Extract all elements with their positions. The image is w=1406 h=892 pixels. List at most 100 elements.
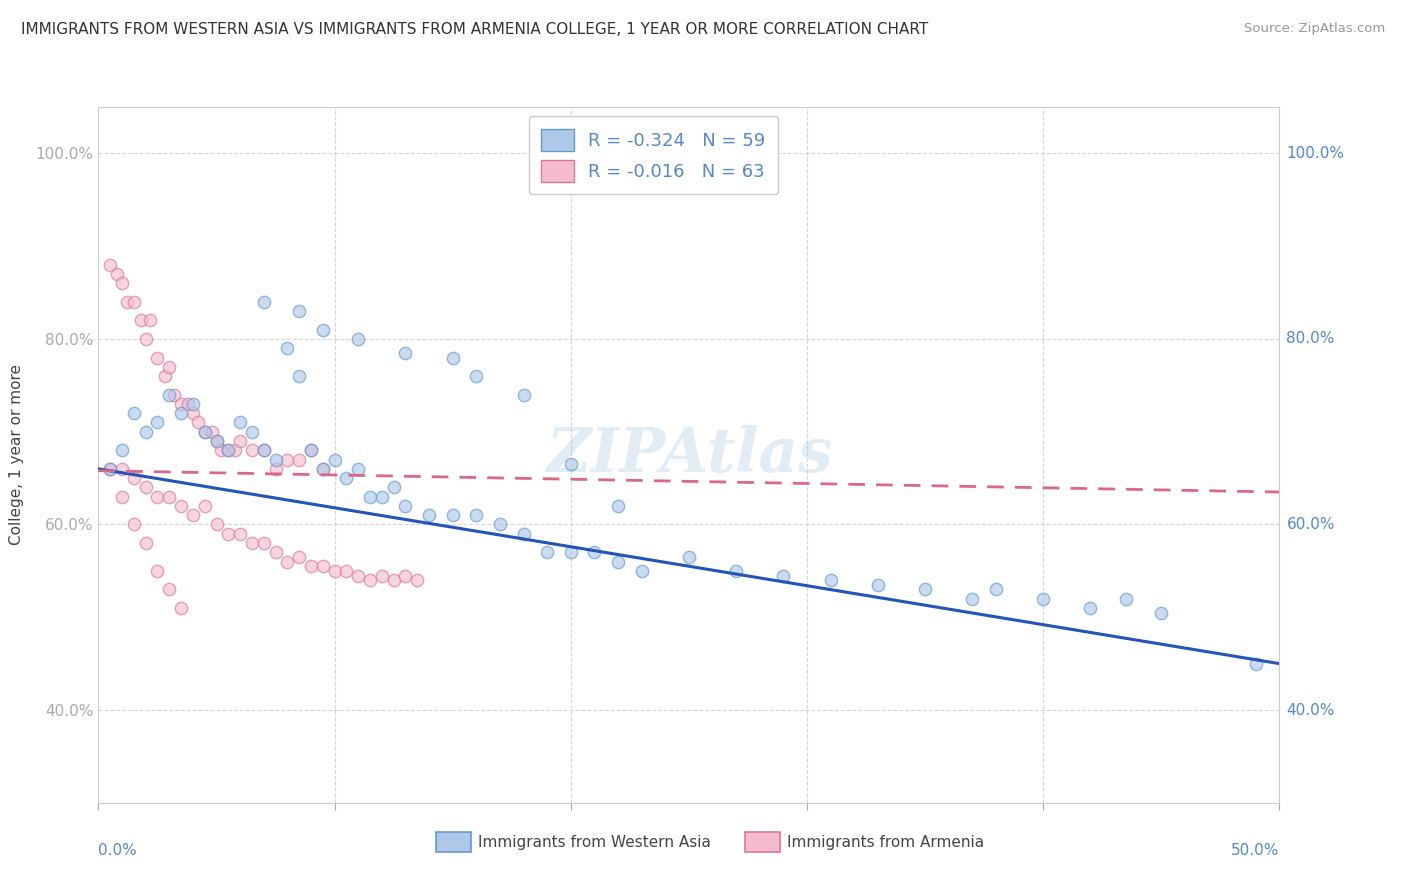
Point [371, 568, 394, 582]
Point [201, 425, 224, 439]
Point [323, 564, 346, 578]
Point [866, 578, 889, 592]
Point [560, 457, 582, 471]
Point [177, 397, 200, 411]
Point [135, 425, 157, 439]
Point [382, 480, 405, 494]
Point [253, 294, 276, 309]
Point [115, 294, 138, 309]
Point [371, 490, 394, 504]
Point [347, 332, 370, 346]
Point [441, 351, 464, 365]
Point [111, 443, 134, 458]
Point [299, 559, 322, 574]
Point [209, 443, 232, 458]
Point [288, 369, 311, 384]
Point [276, 452, 298, 467]
Text: 50.0%: 50.0% [1232, 843, 1279, 858]
Point [153, 369, 176, 384]
Point [146, 564, 169, 578]
Point [288, 549, 311, 564]
Point [418, 508, 440, 523]
Point [224, 443, 246, 458]
Point [264, 545, 287, 559]
Text: Source: ZipAtlas.com: Source: ZipAtlas.com [1244, 22, 1385, 36]
Point [323, 452, 346, 467]
Point [772, 568, 794, 582]
Point [135, 480, 157, 494]
Point [217, 526, 239, 541]
Legend: R = -0.324   N = 59, R = -0.016   N = 63: R = -0.324 N = 59, R = -0.016 N = 63 [529, 116, 779, 194]
Point [111, 277, 134, 291]
Point [187, 416, 209, 430]
Point [335, 471, 357, 485]
Point [240, 425, 263, 439]
Point [276, 555, 298, 569]
Point [229, 416, 252, 430]
Point [914, 582, 936, 597]
Point [170, 499, 193, 513]
Point [288, 452, 311, 467]
Point [253, 443, 276, 458]
Point [394, 568, 416, 582]
Point [299, 443, 322, 458]
Point [312, 559, 335, 574]
Point [962, 591, 984, 606]
Point [583, 545, 606, 559]
Point [146, 351, 169, 365]
Point [135, 332, 157, 346]
Point [240, 443, 263, 458]
Point [312, 462, 335, 476]
Point [98, 258, 121, 272]
Point [157, 490, 180, 504]
Point [394, 499, 416, 513]
Point [359, 573, 381, 587]
Point [264, 452, 287, 467]
Point [465, 508, 488, 523]
Point [205, 434, 228, 448]
Point [312, 323, 335, 337]
Point [512, 387, 534, 401]
Point [1115, 591, 1137, 606]
Point [122, 406, 145, 420]
Point [984, 582, 1007, 597]
Point [630, 564, 652, 578]
Text: 40.0%: 40.0% [1286, 703, 1334, 717]
Text: ZIPAtlas: ZIPAtlas [546, 425, 832, 485]
Point [264, 462, 287, 476]
Point [560, 545, 582, 559]
Text: 60.0%: 60.0% [1286, 517, 1334, 532]
Point [394, 346, 416, 360]
Point [1150, 606, 1173, 620]
Point [217, 443, 239, 458]
Point [359, 490, 381, 504]
Point [725, 564, 748, 578]
Text: 100.0%: 100.0% [1286, 146, 1344, 161]
Point [122, 517, 145, 532]
Point [229, 434, 252, 448]
Point [465, 369, 488, 384]
Point [181, 508, 204, 523]
Point [139, 313, 162, 327]
Point [253, 443, 276, 458]
Point [157, 359, 180, 374]
Point [240, 536, 263, 550]
Text: 0.0%: 0.0% [98, 843, 138, 858]
Text: Immigrants from Western Asia: Immigrants from Western Asia [478, 836, 711, 850]
Point [1244, 657, 1267, 671]
Point [312, 462, 335, 476]
Point [347, 568, 370, 582]
Text: IMMIGRANTS FROM WESTERN ASIA VS IMMIGRANTS FROM ARMENIA COLLEGE, 1 YEAR OR MORE : IMMIGRANTS FROM WESTERN ASIA VS IMMIGRAN… [21, 22, 928, 37]
Point [194, 425, 217, 439]
Point [512, 526, 534, 541]
Point [105, 267, 128, 281]
Point [122, 471, 145, 485]
Point [205, 517, 228, 532]
Point [441, 508, 464, 523]
Point [217, 443, 239, 458]
Point [163, 387, 186, 401]
Point [607, 499, 630, 513]
Point [181, 397, 204, 411]
Point [382, 573, 405, 587]
Point [111, 490, 134, 504]
